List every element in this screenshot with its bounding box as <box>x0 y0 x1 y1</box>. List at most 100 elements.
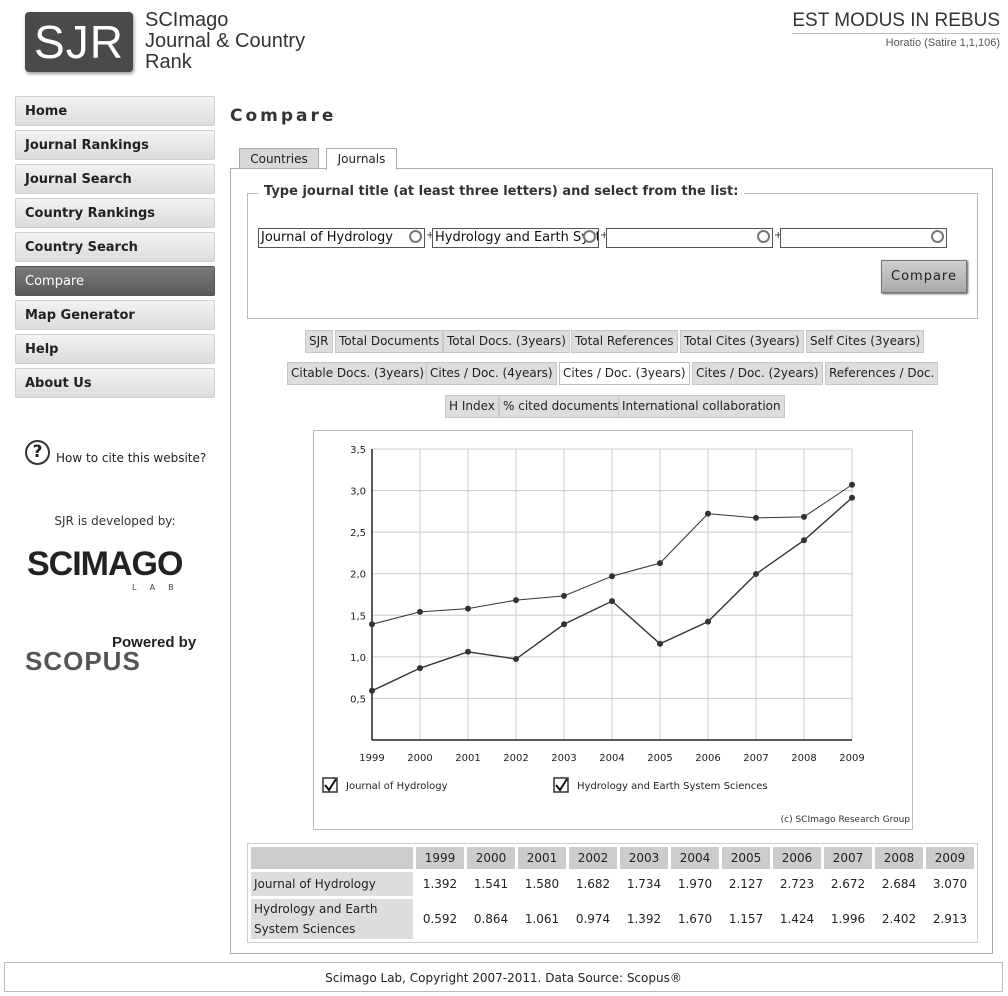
indicator-international-collaboration[interactable]: International collaboration <box>618 395 785 418</box>
sidebar-item-map-generator[interactable]: Map Generator <box>15 300 215 330</box>
scopus-logo[interactable]: SCOPUS <box>25 646 141 676</box>
table-cell: 1.157 <box>728 912 764 926</box>
x-tick-label: 2003 <box>551 753 576 764</box>
data-point <box>417 665 423 672</box>
indicator-references-per-doc[interactable]: References / Doc. <box>825 362 939 385</box>
chart-credit: (c) SCImago Research Group <box>781 815 911 825</box>
data-point <box>753 514 759 521</box>
search-legend: Type journal title (at least three lette… <box>258 184 745 199</box>
sidebar-item-about-us[interactable]: About Us <box>15 368 215 398</box>
row-label: Journal of Hydrology <box>251 872 413 896</box>
site-title-line3: Rank <box>145 51 192 73</box>
plus-icon: + <box>774 230 783 241</box>
data-point <box>609 598 615 605</box>
sjr-logo[interactable]: SJR <box>25 12 133 72</box>
journal-input-2[interactable]: Hydrology and Earth System Sciences <box>432 228 599 248</box>
data-point <box>513 656 519 663</box>
indicator-percent-cited-documents[interactable]: % cited documents <box>499 395 623 418</box>
data-point <box>609 573 615 580</box>
indicator-total-cites-3years[interactable]: Total Cites (3years) <box>680 330 804 353</box>
clear-circle-icon[interactable] <box>931 230 944 243</box>
indicator-total-references[interactable]: Total References <box>571 330 678 353</box>
indicator-self-cites-3years[interactable]: Self Cites (3years) <box>806 330 925 353</box>
indicator-total-documents[interactable]: Total Documents <box>335 330 444 353</box>
scimago-lab-subtitle: LAB <box>132 583 187 592</box>
motto: EST MODUS IN REBUS <box>792 10 1000 34</box>
data-point <box>657 560 663 567</box>
site-title-line1: SCImago <box>145 9 229 31</box>
table-cell: 1.424 <box>779 912 815 926</box>
year-header: 2002 <box>569 847 617 869</box>
y-tick-label: 3,0 <box>350 487 366 498</box>
year-header: 2003 <box>620 847 668 869</box>
x-tick-label: 2004 <box>599 753 624 764</box>
indicator-sjr[interactable]: SJR <box>305 330 333 353</box>
y-tick-label: 3,5 <box>350 445 366 456</box>
indicator-h-index[interactable]: H Index <box>445 395 499 418</box>
indicator-cites-per-doc-2years[interactable]: Cites / Doc. (2years) <box>692 362 823 385</box>
journal-input-1[interactable]: Journal of Hydrology <box>258 228 425 248</box>
compare-button[interactable]: Compare <box>881 260 967 293</box>
x-tick-label: 2001 <box>455 753 480 764</box>
data-point <box>801 513 807 520</box>
x-tick-label: 1999 <box>359 753 384 764</box>
clear-circle-icon[interactable] <box>409 230 422 243</box>
journal-input-3[interactable] <box>606 228 773 248</box>
site-title: SCImago Journal & Country Rank <box>145 10 345 73</box>
data-point <box>369 687 375 694</box>
indicator-cites-per-doc-3years[interactable]: Cites / Doc. (3years) <box>559 362 690 385</box>
page-title: Compare <box>230 106 337 126</box>
data-point <box>705 510 711 517</box>
data-point <box>561 621 567 628</box>
sidebar-item-compare[interactable]: Compare <box>15 266 215 296</box>
data-point <box>561 592 567 599</box>
sidebar-item-journal-search[interactable]: Journal Search <box>15 164 215 194</box>
sidebar-item-country-rankings[interactable]: Country Rankings <box>15 198 215 228</box>
tab-journals[interactable]: Journals <box>326 148 397 170</box>
data-point <box>465 605 471 612</box>
how-to-cite-text: How to cite this website? <box>56 451 207 465</box>
developed-by-text: SJR is developed by: <box>54 514 176 528</box>
data-point <box>369 621 375 628</box>
scimago-lab-logo[interactable]: SCIMAGO <box>27 545 183 583</box>
table-cell: 2.684 <box>881 877 917 891</box>
how-to-cite-link[interactable]: ? How to cite this website? <box>25 440 206 465</box>
legend-label: Journal of Hydrology <box>345 781 448 792</box>
table-cell: 2.402 <box>881 912 917 926</box>
row-label: Hydrology and Earth System Sciences <box>251 899 413 939</box>
indicator-total-docs-3years[interactable]: Total Docs. (3years) <box>443 330 570 353</box>
clear-circle-icon[interactable] <box>583 230 596 243</box>
sidebar-item-home[interactable]: Home <box>15 96 215 126</box>
journal-input-4[interactable] <box>780 228 947 248</box>
table-cell: 1.580 <box>524 877 560 891</box>
data-point <box>657 640 663 647</box>
y-tick-label: 1,0 <box>350 653 366 664</box>
tab-countries[interactable]: Countries <box>239 148 319 169</box>
year-header: 2005 <box>722 847 770 869</box>
legend-label: Hydrology and Earth System Sciences <box>577 781 768 792</box>
table-cell: 1.670 <box>677 912 713 926</box>
indicator-cites-per-doc-4years[interactable]: Cites / Doc. (4years) <box>426 362 557 385</box>
table-cell: 2.672 <box>830 877 866 891</box>
sidebar-item-country-search[interactable]: Country Search <box>15 232 215 262</box>
plus-icon: + <box>426 230 435 241</box>
x-tick-label: 2008 <box>791 753 816 764</box>
year-header: 2000 <box>467 847 515 869</box>
table-cell: 1.682 <box>575 877 611 891</box>
data-table: 1999 2000 2001 2002 2003 2004 2005 2006 … <box>247 843 978 943</box>
sidebar-item-journal-rankings[interactable]: Journal Rankings <box>15 130 215 160</box>
table-row: Journal of Hydrology 1.392 1.541 1.580 1… <box>251 872 974 896</box>
powered-by-text: Powered by <box>112 634 197 651</box>
x-tick-label: 2000 <box>407 753 432 764</box>
data-point <box>801 537 807 544</box>
table-cell: 0.592 <box>422 912 458 926</box>
plus-icon: + <box>600 230 609 241</box>
indicator-citable-docs-3years[interactable]: Citable Docs. (3years) <box>287 362 429 385</box>
clear-circle-icon[interactable] <box>757 230 770 243</box>
sidebar-item-help[interactable]: Help <box>15 334 215 364</box>
data-point <box>465 648 471 655</box>
x-tick-label: 2002 <box>503 753 528 764</box>
x-tick-label: 2009 <box>839 753 864 764</box>
year-header: 2001 <box>518 847 566 869</box>
year-header: 2009 <box>926 847 974 869</box>
